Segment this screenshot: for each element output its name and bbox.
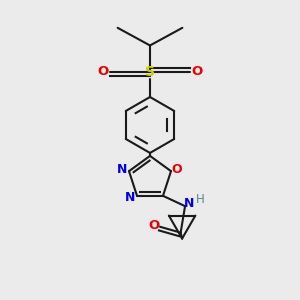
Text: O: O (171, 163, 181, 176)
Text: N: N (183, 197, 194, 210)
Text: H: H (196, 193, 205, 206)
Text: S: S (145, 65, 155, 79)
Text: N: N (125, 191, 136, 204)
Text: O: O (191, 65, 203, 79)
Text: O: O (148, 219, 159, 232)
Text: N: N (117, 163, 128, 176)
Text: O: O (97, 65, 109, 79)
